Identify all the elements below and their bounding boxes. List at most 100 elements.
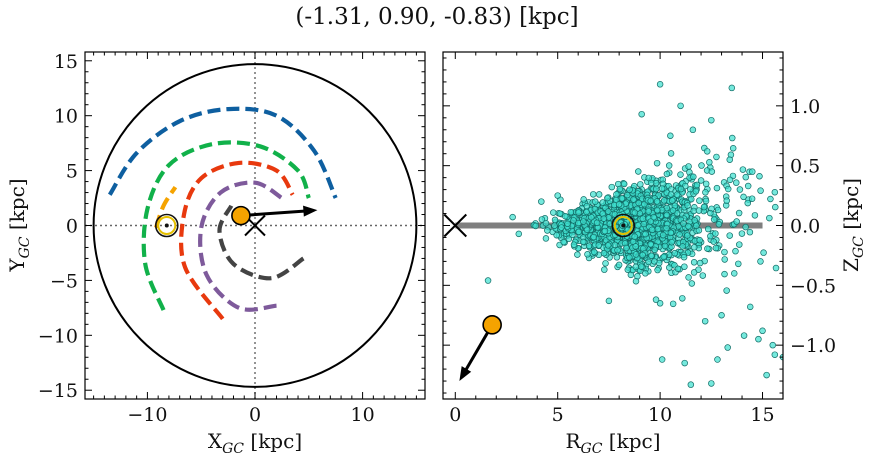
- star-point: [653, 198, 661, 205]
- star-point: [645, 208, 652, 215]
- rz-xlabel: RGC [kpc]: [565, 429, 660, 457]
- star-point: [608, 183, 616, 191]
- star-point: [706, 159, 713, 166]
- star-point: [604, 194, 611, 202]
- star-point: [723, 197, 730, 204]
- x-tick-label: 0: [449, 404, 461, 426]
- sun-outer-ring: [611, 213, 636, 238]
- star-point: [744, 199, 752, 207]
- star-point: [674, 265, 682, 273]
- velocity-arrowhead: [303, 205, 318, 217]
- star-point: [652, 185, 660, 193]
- star-point: [689, 126, 697, 134]
- star-point: [635, 168, 642, 175]
- star-point: [542, 220, 550, 227]
- star-point: [695, 207, 703, 214]
- star-point: [600, 215, 608, 222]
- star-point: [702, 180, 710, 188]
- star-point: [684, 232, 691, 239]
- star-point: [654, 266, 661, 274]
- y-tick-label: −0.5: [790, 275, 836, 297]
- star-point: [715, 221, 723, 228]
- star-point: [580, 218, 587, 225]
- star-point: [673, 191, 681, 198]
- star-point: [699, 272, 707, 279]
- star-point: [771, 351, 779, 358]
- star-point: [652, 296, 660, 303]
- star-point: [656, 300, 664, 307]
- star-point: [615, 201, 623, 208]
- star-point: [560, 238, 567, 246]
- star-point: [712, 230, 719, 237]
- star-point: [707, 209, 714, 217]
- star-point: [718, 311, 725, 319]
- star-point: [615, 261, 623, 269]
- star-point: [613, 191, 620, 198]
- star-point: [702, 189, 709, 196]
- star-point: [746, 303, 754, 311]
- star-point: [593, 219, 601, 227]
- star-point: [732, 247, 739, 255]
- star-point: [642, 230, 649, 238]
- star-point: [651, 258, 658, 265]
- star-point: [550, 209, 557, 216]
- star-point: [681, 263, 688, 270]
- boundary-circle: [92, 63, 418, 388]
- y-tick-label: 0.0: [790, 216, 820, 238]
- star-point: [658, 356, 666, 363]
- star-point: [570, 241, 578, 248]
- star-point: [708, 380, 715, 387]
- star-point: [685, 274, 692, 281]
- star-point: [591, 198, 599, 205]
- star-point: [690, 173, 697, 181]
- star-point: [690, 207, 697, 215]
- star-point: [766, 214, 773, 222]
- star-point: [613, 254, 621, 261]
- star-point: [567, 208, 575, 216]
- galactic-center-marker: [443, 213, 467, 238]
- star-point: [693, 181, 701, 189]
- x-tick-label: −10: [127, 404, 167, 426]
- star-point: [626, 186, 633, 193]
- star-point: [767, 195, 774, 203]
- star-point: [647, 197, 654, 205]
- star-point: [669, 300, 677, 308]
- star-point: [583, 226, 591, 233]
- sun-yellow-ring: [157, 216, 177, 235]
- star-point: [701, 317, 709, 325]
- star-point: [733, 218, 740, 225]
- star-point: [771, 188, 779, 196]
- star-point: [632, 263, 640, 271]
- star-point: [553, 231, 560, 239]
- star-point: [590, 191, 597, 198]
- star-point: [772, 203, 779, 211]
- x-tick-label: 5: [552, 404, 564, 426]
- star-point: [648, 226, 656, 234]
- xy-xlabel: XGC [kpc]: [208, 429, 302, 457]
- star-point: [729, 145, 737, 152]
- spiral-arm-5: [198, 180, 284, 312]
- star-point: [634, 222, 642, 229]
- star-point: [742, 223, 749, 231]
- star-point: [544, 227, 551, 234]
- xy-panel: −10 0 10 −15 −10 −5 0 5 10 15 XGC [kpc] YGC [kpc]: [5, 51, 426, 457]
- star-point: [714, 356, 721, 363]
- star-point: [660, 197, 668, 204]
- star-points: [484, 81, 783, 388]
- star-point: [579, 238, 587, 246]
- star-point: [677, 102, 684, 110]
- star-point: [538, 198, 545, 205]
- star-point: [667, 132, 674, 140]
- star-point: [551, 222, 558, 229]
- star-point: [710, 216, 718, 223]
- star-point: [642, 270, 649, 277]
- object-marker: [482, 315, 502, 335]
- star-point: [698, 162, 705, 169]
- star-point: [733, 179, 740, 186]
- star-point: [729, 134, 736, 142]
- star-point: [735, 260, 742, 268]
- star-point: [704, 225, 712, 233]
- star-point: [696, 259, 704, 267]
- star-point: [650, 213, 657, 221]
- star-point: [515, 230, 523, 238]
